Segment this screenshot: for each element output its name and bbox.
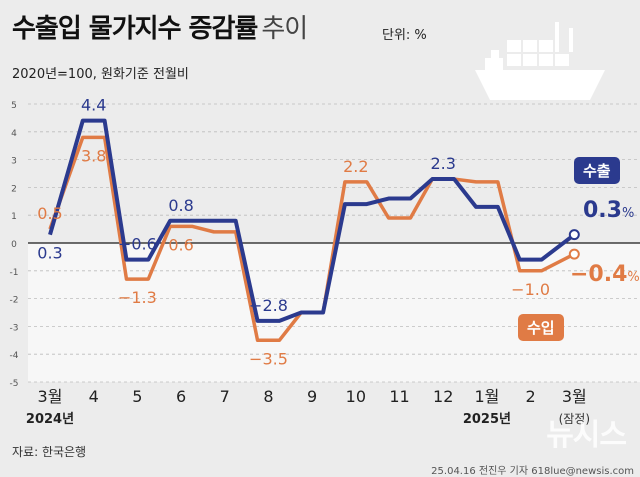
latest-export-value: 0.3% bbox=[583, 198, 634, 223]
export-last-point bbox=[568, 229, 580, 241]
export-series-line bbox=[48, 118, 576, 323]
y-tick-label: -5 bbox=[10, 379, 19, 389]
x-tick-label: 6 bbox=[176, 387, 186, 406]
unit-label: 단위: % bbox=[382, 28, 427, 43]
data-labels: 0.3 4.4 −0.6 0.8 −2.8 2.3 0.5 3.8 −1.3 0.6 −3.5 2.2… bbox=[37, 96, 550, 369]
x-year-label: 2025년 bbox=[463, 412, 511, 427]
x-tick-label: 2 bbox=[526, 387, 536, 406]
chart-subtitle: 2020년=100, 원화기준 전월비 bbox=[12, 67, 189, 82]
y-tick-label: 1 bbox=[11, 212, 17, 222]
chart-title: 수출입 물가지수 증감률 추이 bbox=[12, 8, 308, 45]
y-tick-label: 2 bbox=[11, 184, 17, 194]
watermark: 뉴시스 bbox=[546, 418, 627, 453]
y-tick-label: 3 bbox=[11, 157, 17, 167]
grid-lines bbox=[28, 103, 640, 383]
export-data-label: 0.8 bbox=[168, 196, 193, 215]
latest-export-pct: % bbox=[621, 206, 635, 221]
export-data-label: −2.8 bbox=[249, 296, 288, 315]
y-axis-tick-labels: 5 4 3 2 1 0 -1 -2 -3 -4 -5 bbox=[10, 101, 19, 389]
credit-line: 25.04.16 전진우 기자 618lue@newsis.com bbox=[431, 466, 634, 477]
x-tick-label: 12 bbox=[433, 387, 453, 406]
x-tick-label: 5 bbox=[132, 387, 142, 406]
x-tick-label: 10 bbox=[346, 387, 366, 406]
x-tick-label: 4 bbox=[89, 387, 99, 406]
series-lines bbox=[48, 118, 580, 343]
import-data-label: −1.0 bbox=[511, 280, 550, 299]
x-tick-label: 11 bbox=[389, 387, 409, 406]
x-tick-label: 9 bbox=[307, 387, 317, 406]
legend-export-pill: 수출 bbox=[574, 157, 620, 184]
export-data-label: −0.6 bbox=[118, 235, 157, 254]
source-note: 자료: 한국은행 bbox=[12, 445, 87, 459]
title-main: 수출입 물가지수 증감률 bbox=[12, 14, 258, 44]
x-year-label: 2024년 bbox=[26, 412, 74, 427]
latest-export-number: 0.3 bbox=[583, 198, 622, 223]
export-data-label: 0.3 bbox=[37, 244, 62, 263]
export-data-label: 2.3 bbox=[431, 154, 456, 173]
import-data-label: 3.8 bbox=[81, 146, 106, 165]
y-tick-label: 5 bbox=[11, 101, 17, 111]
x-tick-label: 7 bbox=[220, 387, 230, 406]
y-tick-label: -2 bbox=[10, 296, 19, 306]
import-last-point bbox=[568, 248, 580, 260]
y-tick-label: -1 bbox=[10, 268, 19, 278]
x-tick-label: 8 bbox=[263, 387, 273, 406]
y-tick-label: -4 bbox=[10, 351, 19, 361]
y-tick-label: -3 bbox=[10, 323, 19, 333]
export-data-label: 4.4 bbox=[81, 96, 106, 115]
latest-import-number: −0.4 bbox=[570, 262, 628, 287]
y-tick-label: 0 bbox=[11, 240, 17, 250]
y-tick-label: 4 bbox=[11, 129, 17, 139]
x-tick-label: 1월 bbox=[474, 387, 499, 406]
x-tick-label: 3월 bbox=[562, 387, 587, 406]
import-data-label: −1.3 bbox=[118, 288, 157, 307]
import-data-label: 0.5 bbox=[37, 204, 62, 223]
latest-import-value: −0.4% bbox=[570, 262, 640, 287]
x-tick-label: 3월 bbox=[38, 387, 63, 406]
latest-import-pct: % bbox=[627, 270, 640, 285]
cargo-ship-icon bbox=[475, 22, 605, 100]
import-data-label: −3.5 bbox=[249, 349, 288, 368]
import-data-label: 0.6 bbox=[168, 235, 193, 254]
title-suffix: 추이 bbox=[261, 14, 308, 44]
x-axis-tick-labels: 3월 4 5 6 7 8 9 10 11 12 1월 2 3월 2024년 2025년 (잠정) bbox=[26, 387, 590, 427]
provisional-note: (잠정) bbox=[559, 412, 590, 426]
legend-import-pill: 수입 bbox=[518, 314, 564, 341]
import-data-label: 2.2 bbox=[343, 157, 368, 176]
